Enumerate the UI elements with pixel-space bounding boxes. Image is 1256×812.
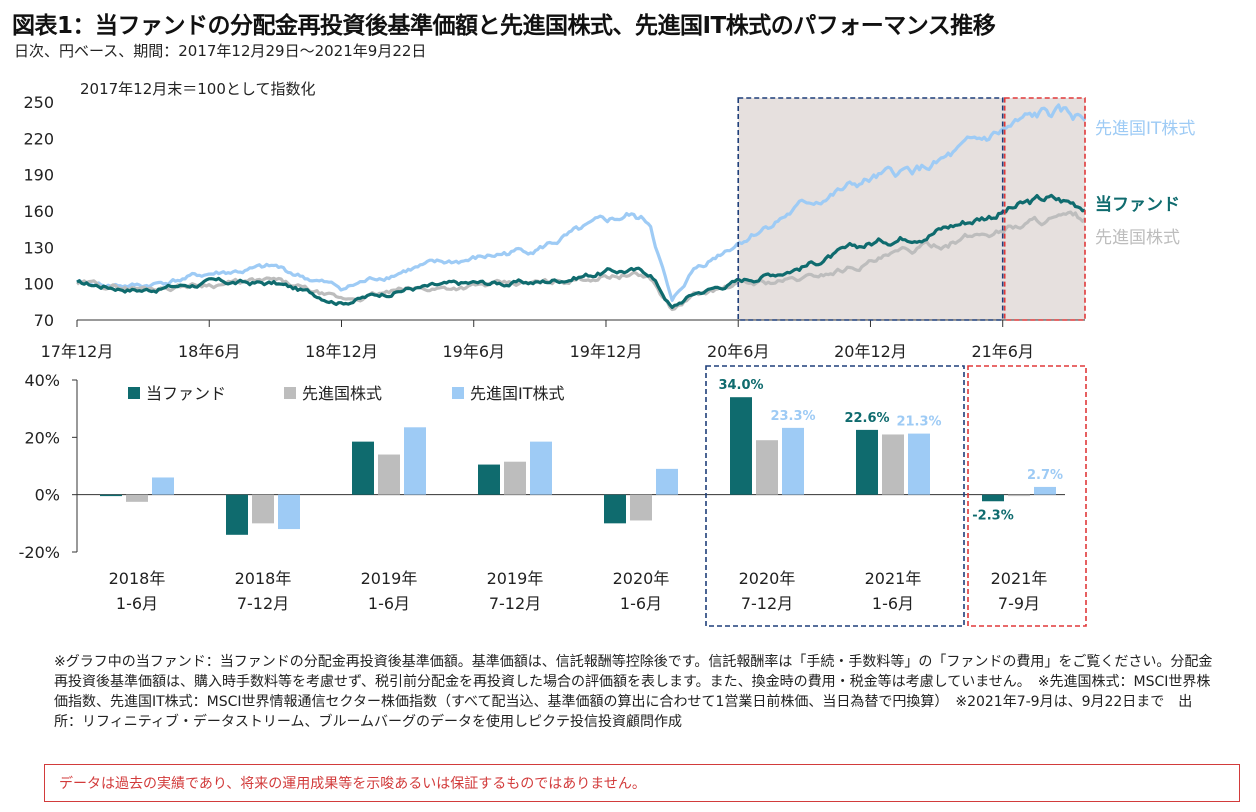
legend-swatch <box>452 387 464 399</box>
footnotes: ※グラフ中の当ファンド：当ファンドの分配金再投資後基準価額。基準価額は、信託報酬… <box>54 654 1213 730</box>
y-tick-label: 220 <box>23 129 54 148</box>
disclaimer-box: データは過去の実績であり、将来の運用成果等を示唆あるいは保証するものではありませ… <box>44 764 1240 802</box>
category-label-period: 7-12月 <box>741 594 793 613</box>
category-label-year: 2018年 <box>235 569 292 588</box>
bar <box>1008 494 1030 497</box>
bar <box>404 427 426 495</box>
legend-swatch <box>284 387 296 399</box>
index-note: 2017年12月末＝100として指数化 <box>80 80 315 98</box>
bar <box>504 461 526 495</box>
bar-data-label: -2.3% <box>972 508 1013 523</box>
bar <box>856 429 878 495</box>
bar-y-tick-label: -20% <box>19 543 60 562</box>
bar-data-label: 22.6% <box>844 411 889 426</box>
legend-label: 先進国株式 <box>302 384 382 403</box>
y-tick-label: 190 <box>23 166 54 185</box>
category-label-period: 7-9月 <box>998 594 1040 613</box>
bar <box>226 494 248 535</box>
highlight-shade <box>738 98 1085 320</box>
bar-highlight-box-navy <box>705 365 965 627</box>
chart-subtitle: 日次、円ベース、期間：2017年12月29日～2021年9月22日 <box>14 42 427 60</box>
highlight-box-red <box>1003 97 1086 321</box>
legend-label: 当ファンド <box>146 384 226 403</box>
category-label-year: 2021年 <box>865 569 922 588</box>
series-end-label: 当ファンド <box>1095 194 1180 215</box>
bar <box>378 454 400 495</box>
x-tick-label: 17年12月 <box>41 342 114 361</box>
legend-label: 先進国IT株式 <box>470 384 565 403</box>
x-tick-label: 20年12月 <box>834 342 907 361</box>
category-label-period: 1-6月 <box>116 594 158 613</box>
highlight-box-navy <box>737 97 1004 321</box>
bar <box>730 397 752 495</box>
bar <box>908 433 930 495</box>
bar-data-label: 23.3% <box>770 409 815 424</box>
y-tick-label: 160 <box>23 202 54 221</box>
x-tick-label: 19年12月 <box>570 342 643 361</box>
category-label-period: 1-6月 <box>872 594 914 613</box>
bar <box>982 494 1004 502</box>
bar <box>782 427 804 495</box>
x-tick-label: 21年6月 <box>971 342 1034 361</box>
bar <box>278 494 300 530</box>
bar <box>1034 486 1056 495</box>
category-label-year: 2018年 <box>109 569 166 588</box>
chart-title: 図表1：当ファンドの分配金再投資後基準価額と先進国株式、先進国IT株式のパフォー… <box>12 13 996 39</box>
y-tick-label: 100 <box>23 275 54 294</box>
bar-y-tick-label: 0% <box>35 486 60 505</box>
category-label-year: 2021年 <box>991 569 1048 588</box>
legend-swatch <box>128 387 140 399</box>
bar <box>252 494 274 524</box>
category-label-year: 2019年 <box>361 569 418 588</box>
category-label-period: 1-6月 <box>620 594 662 613</box>
series-end-label: 先進国IT株式 <box>1095 119 1195 139</box>
bar <box>126 494 148 502</box>
category-label-year: 2020年 <box>613 569 670 588</box>
bar <box>656 468 678 495</box>
bar <box>478 464 500 495</box>
x-tick-label: 19年6月 <box>442 342 505 361</box>
bar-y-tick-label: 40% <box>24 371 60 390</box>
y-tick-label: 130 <box>23 238 54 257</box>
category-label-year: 2019年 <box>487 569 544 588</box>
category-label-period: 7-12月 <box>489 594 541 613</box>
category-label-period: 1-6月 <box>368 594 410 613</box>
line-series <box>76 193 1086 309</box>
bar <box>756 440 778 495</box>
x-tick-label: 18年12月 <box>305 342 378 361</box>
series-end-label: 先進国株式 <box>1095 228 1180 248</box>
bar <box>152 477 174 495</box>
bar-highlight-box-red <box>967 365 1087 627</box>
bar <box>100 494 122 497</box>
y-tick-label: 70 <box>34 311 54 330</box>
bar-data-label: 2.7% <box>1027 468 1063 483</box>
category-label-period: 7-12月 <box>237 594 289 613</box>
y-tick-label: 250 <box>23 93 54 112</box>
x-tick-label: 18年6月 <box>178 342 241 361</box>
bar <box>630 494 652 521</box>
bar <box>352 441 374 495</box>
x-tick-label: 20年6月 <box>707 342 770 361</box>
bar-data-label: 34.0% <box>718 378 763 393</box>
bar <box>604 494 626 524</box>
category-label-year: 2020年 <box>739 569 796 588</box>
bar-y-tick-label: 20% <box>24 428 60 447</box>
bar <box>530 441 552 495</box>
line-series <box>76 103 1087 302</box>
bar <box>882 434 904 495</box>
bar-data-label: 21.3% <box>896 415 941 430</box>
